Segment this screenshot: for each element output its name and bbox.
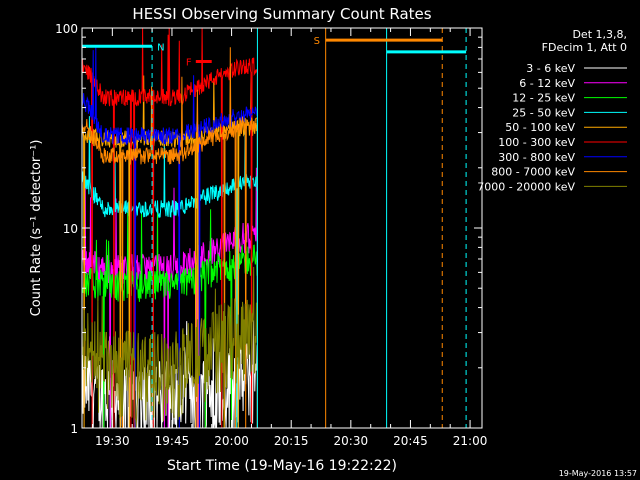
x-tick-label: 20:30 <box>334 434 369 448</box>
legend-header-line: Det 1,3,8, <box>572 28 627 41</box>
legend-entry-label: 100 - 300 keV <box>498 136 575 149</box>
legend-entry-label: 3 - 6 keV <box>526 62 575 75</box>
x-tick-label: 19:45 <box>155 434 190 448</box>
series-line-6 <box>81 27 258 429</box>
y-tick-label: 10 <box>63 222 78 236</box>
legend-entry-label: 12 - 25 keV <box>512 92 575 105</box>
y-axis-label: Count Rate (s⁻¹ detector⁻¹) <box>29 140 44 317</box>
annotation-label: N <box>157 42 164 53</box>
legend-header-line: FDecim 1, Att 0 <box>542 41 627 54</box>
footer-timestamp: 19-May-2016 13:57 <box>559 469 637 478</box>
x-tick-label: 20:00 <box>214 434 249 448</box>
legend-entry-label: 50 - 100 keV <box>505 121 575 134</box>
legend-entry-label: 800 - 7000 keV <box>491 166 575 179</box>
legend-entry-label: 7000 - 20000 keV <box>477 180 575 193</box>
y-tick-label: 100 <box>55 22 78 36</box>
legend-entry-label: 300 - 800 keV <box>498 151 575 164</box>
series-line-3 <box>81 205 258 429</box>
annotation-label: F <box>186 57 192 68</box>
series-line-9 <box>81 266 258 429</box>
x-tick-label: 19:30 <box>95 434 130 448</box>
x-tick-label: 21:00 <box>453 434 488 448</box>
x-tick-label: 20:15 <box>274 434 309 448</box>
chart-title: HESSI Observing Summary Count Rates <box>132 5 431 23</box>
x-tick-label: 20:45 <box>393 434 428 448</box>
series-line-4 <box>81 116 258 429</box>
series-line-2 <box>81 167 258 429</box>
x-axis-label: Start Time (19-May-16 19:22:22) <box>167 458 397 474</box>
annotation-label: S <box>314 36 320 47</box>
legend-entry-label: 25 - 50 keV <box>512 106 575 119</box>
y-tick-label: 1 <box>70 422 78 436</box>
legend-entry-label: 6 - 12 keV <box>519 77 575 90</box>
series-line-7 <box>81 45 258 429</box>
series-line-8 <box>81 47 258 429</box>
